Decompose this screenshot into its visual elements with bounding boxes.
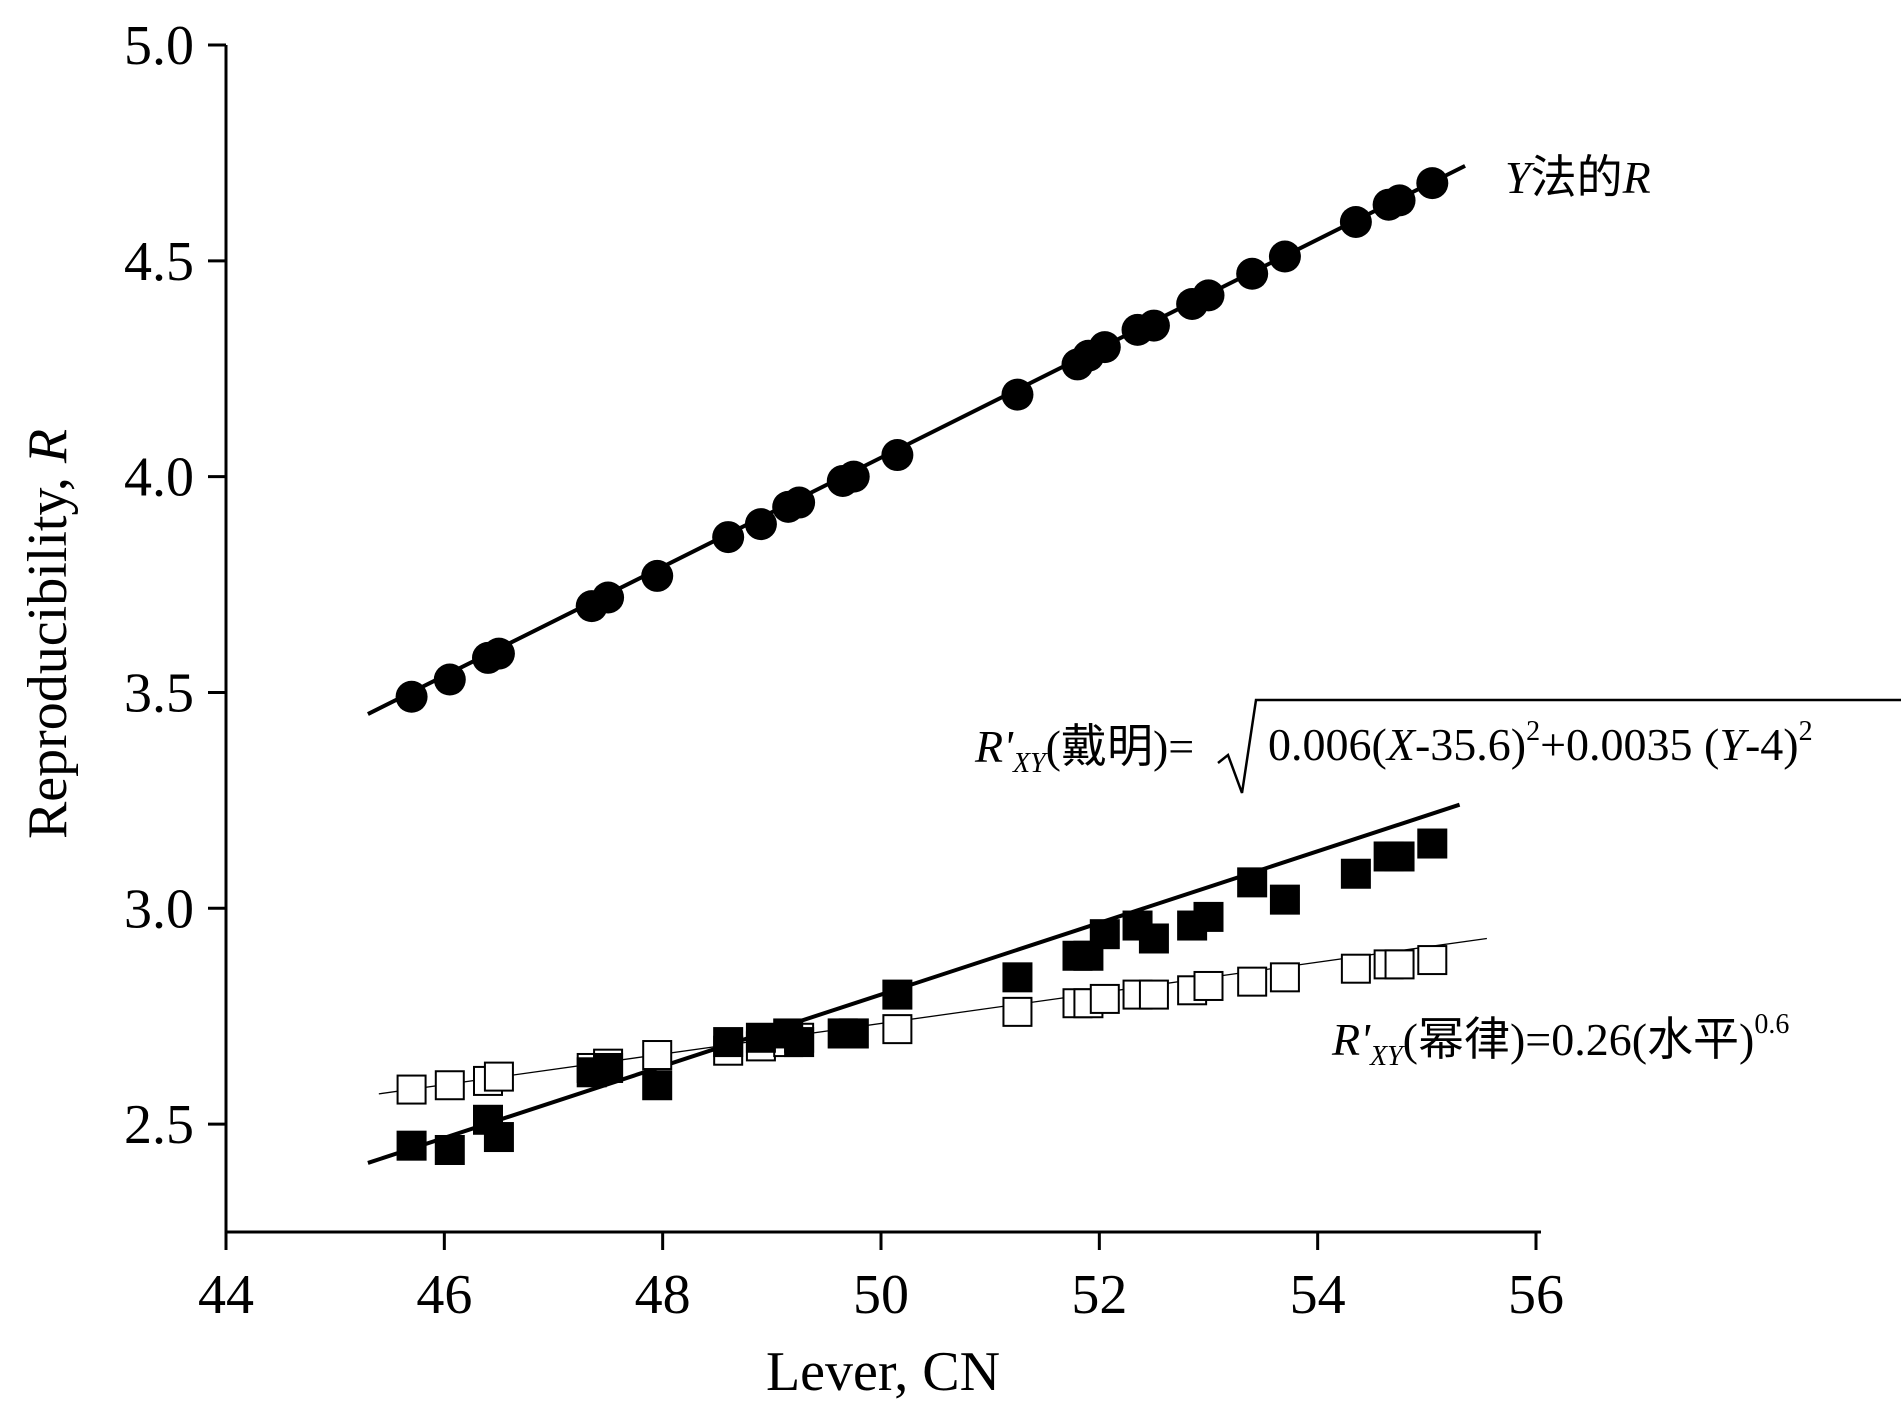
data-point-filled-square: [483, 1122, 514, 1153]
data-point-open-square: [642, 1040, 673, 1071]
fit-lines: [367, 164, 1487, 1165]
y-tick-label: 3.5: [124, 662, 194, 724]
x-tick-label: 56: [1508, 1264, 1564, 1326]
data-point-circle: [712, 521, 745, 554]
data-point-filled-square: [1089, 919, 1120, 950]
y-axis-title: Reproducibility, R: [17, 429, 79, 839]
data-point-circle: [1416, 167, 1449, 200]
x-ticks: 44 46 48 50 52 54 56: [198, 1232, 1564, 1326]
data-point-circle: [744, 508, 777, 541]
data-point-circle: [1383, 184, 1416, 217]
data-point-filled-square: [1237, 867, 1268, 898]
data-point-circle: [482, 637, 515, 670]
data-point-open-square: [483, 1061, 514, 1092]
data-point-open-square: [1089, 983, 1120, 1014]
x-tick-label: 44: [198, 1264, 254, 1326]
data-point-filled-square: [745, 1022, 776, 1053]
data-point-open-square: [1237, 966, 1268, 997]
data-point-open-square: [1384, 949, 1415, 980]
x-tick-label: 46: [416, 1264, 472, 1326]
data-point-circle: [1339, 205, 1372, 238]
data-point-filled-square: [882, 979, 913, 1010]
data-point-filled-square: [1269, 884, 1300, 915]
y-tick-label: 4.0: [124, 447, 194, 509]
x-tick-label: 54: [1290, 1264, 1346, 1326]
annotation-deming-formula: R'XY(戴明)= 0.006(X-35.6)2+0.0035 (Y-4)2: [974, 698, 1901, 794]
data-point-filled-square: [1417, 828, 1448, 859]
data-point-circle: [592, 581, 625, 614]
data-point-circle: [395, 680, 428, 713]
data-point-open-square: [1193, 970, 1224, 1001]
x-tick-label: 52: [1071, 1264, 1127, 1326]
data-point-open-square: [1340, 953, 1371, 984]
data-point-circle: [881, 439, 914, 472]
data-point-circle: [1192, 279, 1225, 312]
data-point-circle: [1268, 240, 1301, 273]
data-point-open-square: [1269, 962, 1300, 993]
y-ticks: 2.5 3.0 3.5 4.0 4.5 5.0: [124, 15, 226, 1156]
fit-line-filled-circle: [367, 164, 1466, 716]
fit-line-open-square: [378, 937, 1487, 1095]
data-point-filled-square: [593, 1052, 624, 1083]
data-point-filled-square: [434, 1134, 465, 1165]
x-axis-title: Lever, CN: [766, 1341, 1000, 1403]
deming-lhs: R'XY(戴明)=: [974, 721, 1194, 779]
data-point-open-square: [434, 1070, 465, 1101]
y-tick-label: 5.0: [124, 15, 194, 77]
data-point-circle: [1088, 331, 1121, 364]
data-point-filled-square: [1002, 962, 1033, 993]
data-point-filled-square: [1340, 858, 1371, 889]
deming-radicand: 0.006(X-35.6)2+0.0035 (Y-4)2: [1268, 716, 1813, 770]
data-point-filled-square: [642, 1070, 673, 1101]
data-point-circle: [433, 663, 466, 696]
data-point-filled-square: [784, 1027, 815, 1058]
data-point-open-square: [1002, 996, 1033, 1027]
data-point-open-square: [1417, 945, 1448, 976]
sqrt-radical-sign: [1217, 698, 1901, 794]
annotation-circle-series: Y法的R: [1505, 152, 1651, 203]
data-point-circle: [1137, 309, 1170, 342]
data-point-filled-square: [396, 1130, 427, 1161]
data-point-circle: [1001, 378, 1034, 411]
y-tick-label: 2.5: [124, 1094, 194, 1156]
data-point-open-square: [396, 1074, 427, 1105]
data-point-circle: [837, 460, 870, 493]
fit-line-filled-square: [367, 802, 1461, 1165]
data-point-filled-square: [838, 1018, 869, 1049]
y-tick-label: 3.0: [124, 878, 194, 940]
data-point-circle: [1236, 257, 1269, 290]
markers: [395, 167, 1449, 1165]
data-point-open-square: [1138, 979, 1169, 1010]
data-point-filled-square: [1384, 841, 1415, 872]
data-point-circle: [783, 486, 816, 519]
data-point-filled-square: [1193, 901, 1224, 932]
data-point-circle: [641, 559, 674, 592]
x-tick-label: 48: [635, 1264, 691, 1326]
data-point-open-square: [882, 1014, 913, 1045]
x-tick-label: 50: [853, 1264, 909, 1326]
y-tick-label: 4.5: [124, 231, 194, 293]
data-point-filled-square: [1138, 923, 1169, 954]
annotation-power-law-formula: R'XY(幂律)=0.26(水平)0.6: [1331, 1009, 1789, 1072]
data-point-filled-square: [713, 1027, 744, 1058]
